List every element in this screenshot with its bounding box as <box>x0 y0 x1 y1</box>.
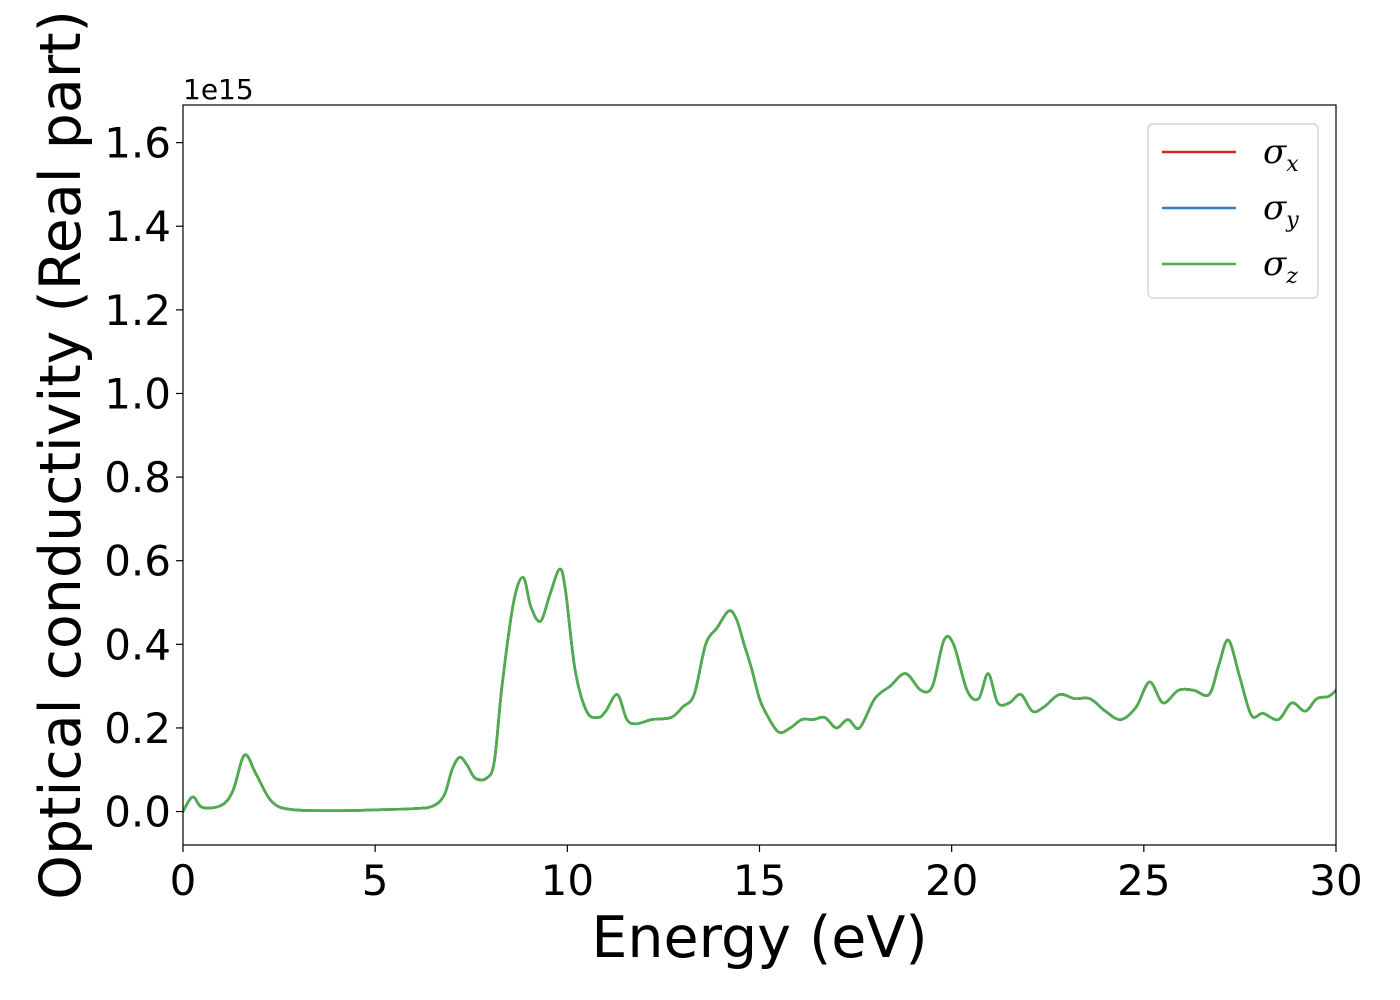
legend-symbol: σ <box>1263 132 1287 172</box>
y-tick-label: 1.4 <box>104 202 171 251</box>
legend-label-y: σy <box>1263 188 1299 233</box>
y-tick-label: 0.0 <box>104 788 171 837</box>
x-axis: 0 5 10 15 20 25 30 <box>170 845 1363 905</box>
legend-label-z: σz <box>1263 244 1298 289</box>
y-axis: 0.0 0.2 0.4 0.6 0.8 1.0 1.2 1.4 1.6 <box>104 119 183 837</box>
legend-box <box>1147 123 1319 299</box>
series-layer <box>183 567 1336 813</box>
y-tick-label: 1.0 <box>104 369 171 418</box>
legend-symbol: σ <box>1263 188 1287 228</box>
x-tick-label: 30 <box>1309 856 1362 905</box>
legend-subscript: x <box>1286 152 1299 177</box>
x-tick-label: 15 <box>733 856 786 905</box>
y-tick-label: 1.2 <box>104 286 171 335</box>
y-tick-label: 0.6 <box>104 537 171 586</box>
y-tick-label: 0.2 <box>104 704 171 753</box>
y-axis-title: Optical conductivity (Real part) <box>28 10 94 900</box>
x-tick-label: 0 <box>170 856 197 905</box>
x-tick-label: 10 <box>541 856 594 905</box>
legend-label-x: σx <box>1263 132 1299 177</box>
x-tick-label: 20 <box>925 856 978 905</box>
y-tick-label: 1.6 <box>104 119 171 168</box>
x-axis-title: Energy (eV) <box>591 905 927 971</box>
y-offset-label: 1e15 <box>183 73 254 106</box>
legend-symbol: σ <box>1263 244 1287 284</box>
legend-subscript: z <box>1285 264 1298 289</box>
legend-subscript: y <box>1285 208 1299 233</box>
y-tick-label: 0.8 <box>104 453 171 502</box>
x-tick-label: 25 <box>1117 856 1170 905</box>
x-tick-label: 5 <box>362 856 389 905</box>
series-line-sigma-z <box>183 567 1336 813</box>
y-tick-label: 0.4 <box>104 620 171 669</box>
